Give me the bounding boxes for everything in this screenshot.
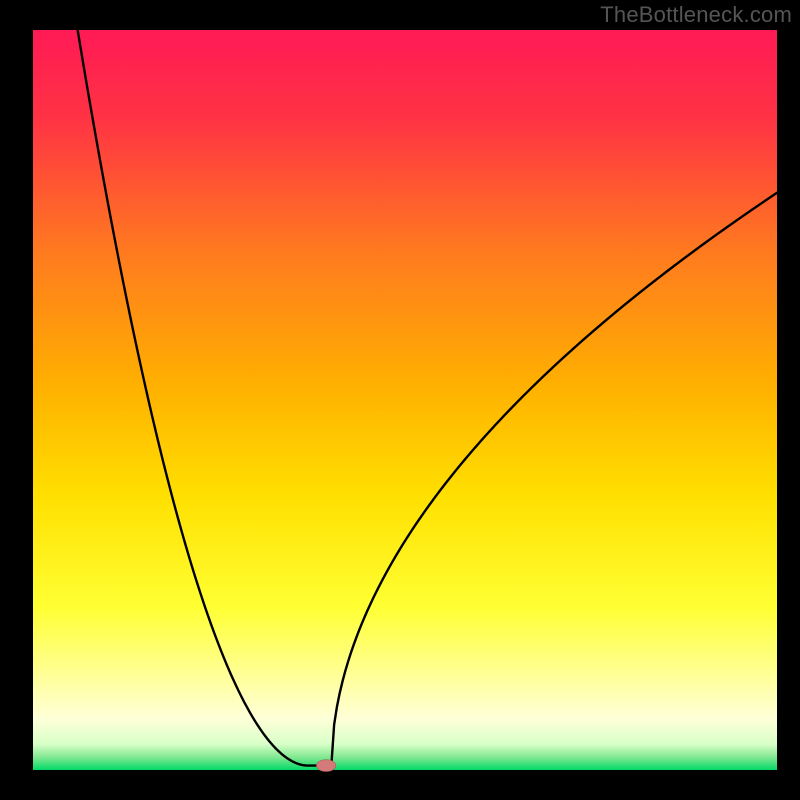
plot-background xyxy=(33,30,777,770)
optimum-marker xyxy=(316,760,335,772)
watermark-label: TheBottleneck.com xyxy=(600,2,792,28)
chart-svg xyxy=(0,0,800,800)
chart-stage: TheBottleneck.com xyxy=(0,0,800,800)
